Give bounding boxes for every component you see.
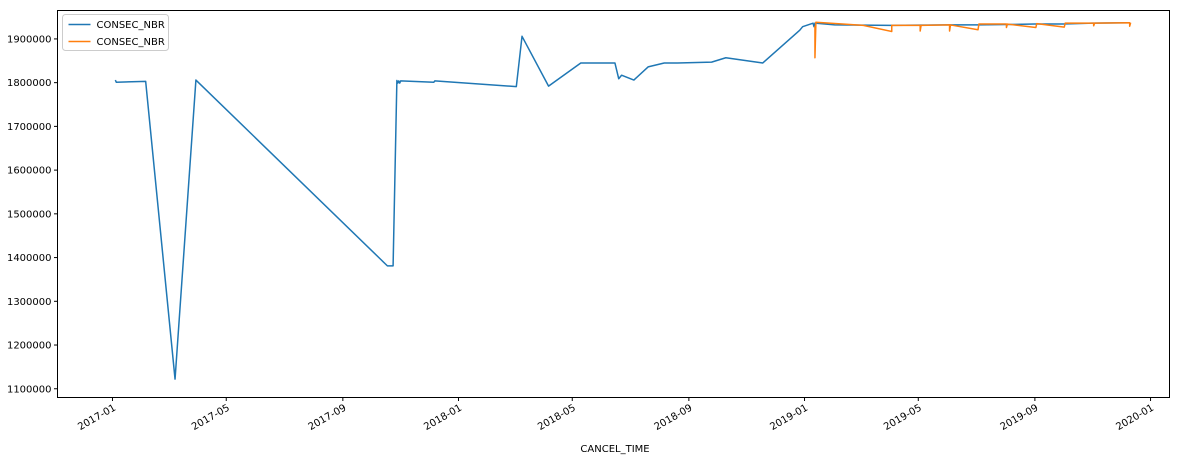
y-tick-label: 1300000 [7,297,52,308]
series-lines [114,21,1132,380]
y-tick-label: 1700000 [7,122,52,133]
x-tick-label: 2019-01 [768,403,810,433]
y-tick-label: 1400000 [7,253,52,264]
legend-label-1: CONSEC_NBR [97,20,165,31]
y-tick-label: 1900000 [7,34,52,45]
x-tick-label: 2017-09 [307,403,349,433]
x-tick-label: 2018-09 [653,403,695,433]
x-axis-ticks: 2017-01 2017-05 2017-09 2018-01 2018-05 2018-… [76,397,1156,433]
x-tick-label: 2020-01 [1114,403,1156,433]
x-tick-label: 2017-01 [76,403,118,433]
series-line-2 [814,21,1132,59]
x-tick-label: 2019-09 [999,403,1041,433]
y-tick-label: 1500000 [7,209,52,220]
y-tick-label: 1100000 [7,384,52,395]
x-tick-label: 2018-05 [536,403,578,433]
x-tick-label: 2017-05 [190,403,232,433]
y-tick-label: 1200000 [7,341,52,352]
x-tick-label: 2018-01 [422,403,464,433]
y-axis-ticks: 1100000 1200000 1300000 1400000 1500000 16000… [7,34,58,395]
x-tick-label: 2019-05 [882,403,924,433]
y-tick-label: 1800000 [7,78,52,89]
series-line-1 [114,21,1130,380]
x-axis-title: CANCEL_TIME [580,444,649,455]
plot-area-frame [57,10,1170,398]
y-tick-label: 1600000 [7,166,52,177]
legend-label-2: CONSEC_NBR [97,37,165,48]
legend: CONSEC_NBR CONSEC_NBR [62,14,169,51]
